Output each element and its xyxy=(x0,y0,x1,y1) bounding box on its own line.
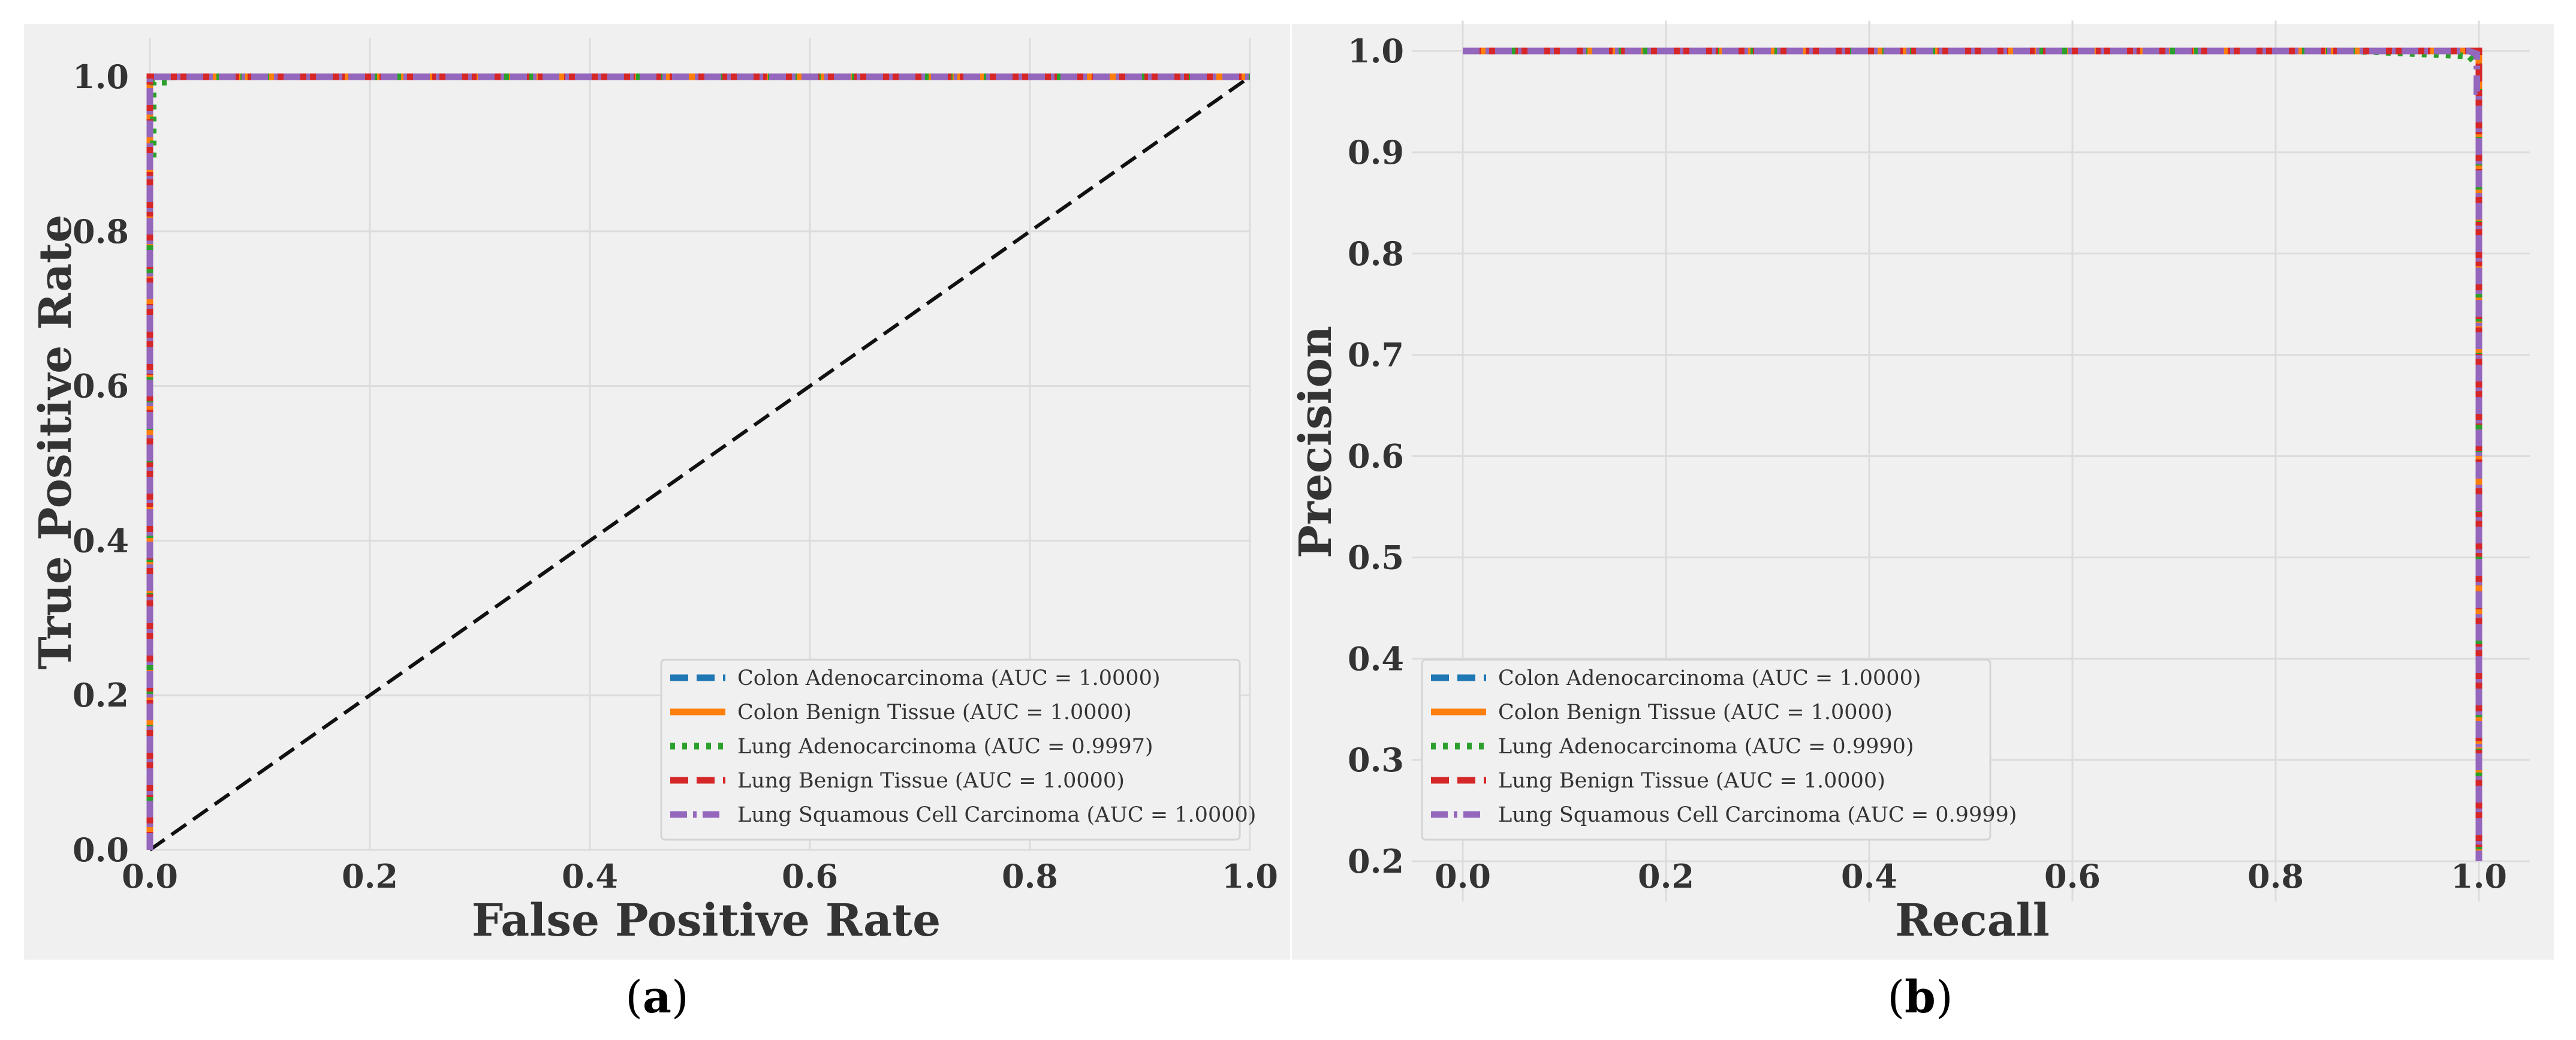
legend: Colon Adenocarcinoma (AUC = 1.0000) Colon… xyxy=(1421,659,2017,841)
x-tick-label: 0.4 xyxy=(562,857,618,895)
grid xyxy=(149,38,1251,851)
series-line xyxy=(146,73,1250,850)
x-axis-title: Recall xyxy=(1895,895,2050,946)
legend-label: Lung Squamous Cell Carcinoma (AUC = 0.99… xyxy=(1498,803,2017,827)
legend-frame xyxy=(1421,659,1991,841)
caption-a-letter: a xyxy=(643,972,671,1023)
x-tick-label: 0.8 xyxy=(2247,857,2304,895)
y-tick-label: 0.8 xyxy=(1348,235,1404,273)
y-tick-label: 0.5 xyxy=(1348,538,1404,576)
series-layer xyxy=(146,73,1251,852)
y-tick-label: 0.6 xyxy=(1348,437,1404,476)
legend-frame xyxy=(660,659,1241,841)
x-tick-label: 0.8 xyxy=(1002,857,1058,895)
series-line xyxy=(1463,47,2482,861)
roc-panel: 0.0 0.2 0.4 0.6 0.8 1.0 0.0 0.2 0.4 0.6 0.8 1.0 Fal… xyxy=(24,24,1290,960)
y-tick-label: 0.9 xyxy=(1348,133,1404,172)
legend-label: Lung Squamous Cell Carcinoma (AUC = 1.00… xyxy=(737,803,1256,827)
y-tick-label: 0.2 xyxy=(73,676,129,714)
y-tick-label: 0.0 xyxy=(73,831,129,869)
y-tick-label: 1.0 xyxy=(1348,32,1404,70)
ticks: 0.0 0.2 0.4 0.6 0.8 1.0 0.2 0.3 0.4 0.5 0.6 0.7 0.8 0… xyxy=(1348,32,2507,895)
caption-b: (b) xyxy=(1887,972,1953,1023)
legend-label: Colon Adenocarcinoma (AUC = 1.0000) xyxy=(737,666,1161,690)
legend-label: Lung Benign Tissue (AUC = 1.0000) xyxy=(737,769,1125,793)
y-tick-label: 0.2 xyxy=(1348,842,1404,880)
x-tick-label: 0.2 xyxy=(342,857,398,895)
legend-label: Lung Benign Tissue (AUC = 1.0000) xyxy=(1498,769,1885,793)
x-tick-label: 0.0 xyxy=(122,857,178,895)
y-tick-label: 0.8 xyxy=(73,212,129,251)
y-axis-title: Precision xyxy=(1290,326,1342,558)
legend-label: Lung Adenocarcinoma (AUC = 0.9990) xyxy=(1498,735,1914,759)
y-tick-label: 0.7 xyxy=(1348,336,1404,374)
y-axis-title: True Positive Rate xyxy=(30,215,82,670)
series-layer xyxy=(1463,47,2482,861)
x-tick-label: 1.0 xyxy=(2451,857,2507,895)
legend-label: Colon Benign Tissue (AUC = 1.0000) xyxy=(1498,701,1893,725)
legend-label: Colon Adenocarcinoma (AUC = 1.0000) xyxy=(1498,666,1921,690)
x-axis-title: False Positive Rate xyxy=(472,895,941,946)
y-tick-label: 0.6 xyxy=(73,367,129,405)
legend-label: Colon Benign Tissue (AUC = 1.0000) xyxy=(737,701,1132,725)
legend-label: Lung Adenocarcinoma (AUC = 0.9997) xyxy=(737,735,1153,759)
y-tick-label: 1.0 xyxy=(73,58,129,96)
x-tick-label: 0.6 xyxy=(782,857,838,895)
caption-a: (a) xyxy=(625,972,689,1023)
y-tick-label: 0.4 xyxy=(73,521,129,560)
x-tick-label: 0.4 xyxy=(1841,857,1897,895)
x-tick-label: 0.2 xyxy=(1638,857,1694,895)
pr-panel: 0.0 0.2 0.4 0.6 0.8 1.0 0.2 0.3 0.4 0.5 0.6 0.7 0.8 0… xyxy=(1290,20,2554,960)
x-tick-label: 0.6 xyxy=(2044,857,2101,895)
y-tick-label: 0.3 xyxy=(1348,741,1404,779)
y-tick-label: 0.4 xyxy=(1348,639,1404,678)
ticks: 0.0 0.2 0.4 0.6 0.8 1.0 0.0 0.2 0.4 0.6 0.8 1.0 xyxy=(73,58,1278,895)
x-tick-label: 0.0 xyxy=(1435,857,1491,895)
caption-b-letter: b xyxy=(1905,972,1936,1023)
chance-diagonal-line xyxy=(149,75,1251,852)
x-tick-label: 1.0 xyxy=(1222,857,1278,895)
legend: Colon Adenocarcinoma (AUC = 1.0000) Colon… xyxy=(660,659,1256,841)
